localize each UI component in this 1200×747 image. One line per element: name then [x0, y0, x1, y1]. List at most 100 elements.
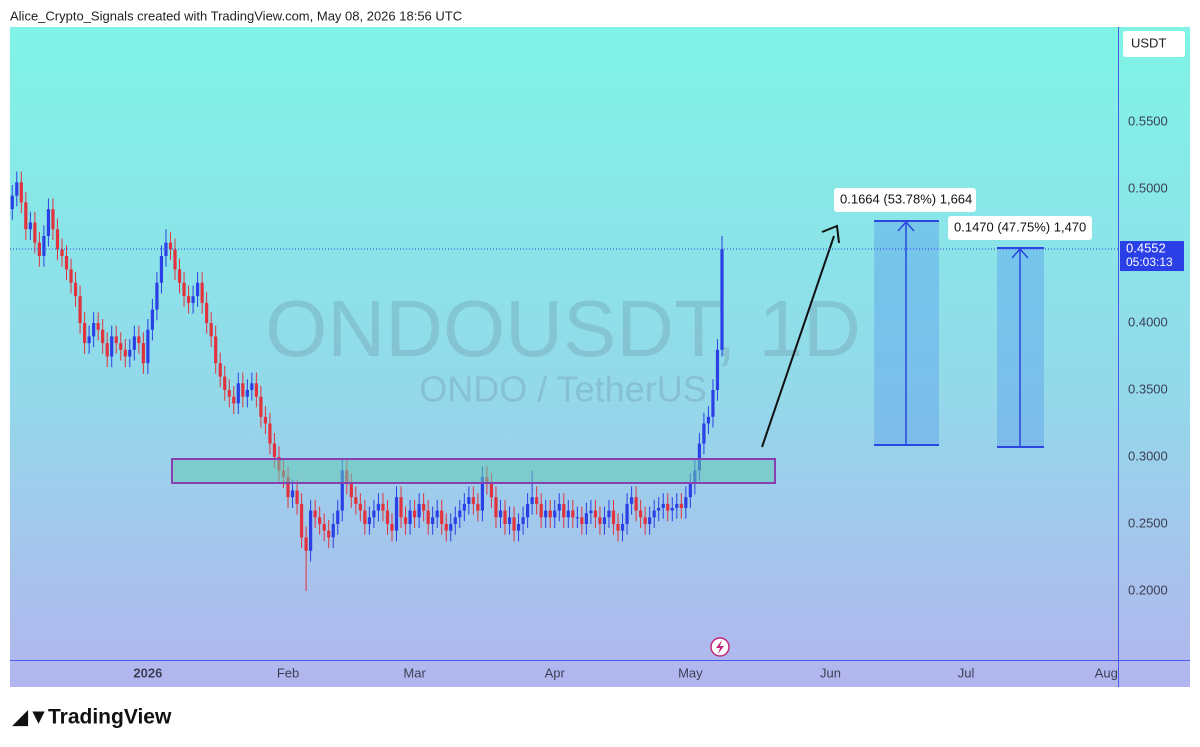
watermark: ONDOUSDT, 1D — [265, 284, 861, 373]
candle-body — [137, 336, 141, 344]
candle-body — [385, 510, 390, 524]
candle-body — [358, 503, 362, 511]
candle-body — [544, 510, 548, 518]
candle-body — [223, 376, 227, 390]
candle-body — [336, 510, 340, 524]
candle-body — [173, 249, 177, 270]
measure-label-box — [834, 188, 976, 212]
candle-body — [412, 510, 417, 518]
candle-body — [657, 507, 661, 511]
support-zone — [171, 458, 776, 484]
candle-body — [60, 249, 64, 257]
candle-body — [354, 497, 358, 504]
candle-body — [494, 497, 498, 518]
y-tick-label: 0.5000 — [1128, 180, 1168, 195]
candle-body — [684, 497, 688, 508]
candle-body — [232, 396, 236, 404]
candle-body — [290, 490, 295, 498]
candle-body — [498, 510, 503, 518]
candle-body — [78, 296, 82, 323]
candle-body — [652, 510, 656, 518]
candle-body — [263, 416, 268, 424]
candle-body — [720, 249, 724, 350]
candle-body — [349, 483, 353, 498]
candle-body — [372, 510, 376, 518]
candle-body — [426, 510, 430, 524]
candle-body — [164, 242, 168, 257]
candle-body — [214, 336, 218, 364]
candle-body — [675, 503, 679, 508]
candle-body — [648, 517, 652, 524]
candle-body — [309, 510, 313, 551]
x-tick-label: Aug — [1095, 665, 1118, 680]
candle-body — [679, 503, 683, 508]
candle-body — [711, 389, 715, 417]
candle-body — [408, 510, 412, 524]
y-tick-label: 0.5500 — [1128, 113, 1168, 128]
watermark-subtitle: ONDO / TetherUS — [419, 369, 706, 410]
y-tick-label: 0.3500 — [1128, 381, 1168, 396]
candle-body — [10, 195, 14, 210]
candle-body — [87, 336, 91, 344]
candle-body — [191, 296, 195, 303]
candle-body — [119, 343, 123, 350]
candle-body — [553, 510, 557, 518]
x-tick-label: Mar — [403, 665, 426, 680]
currency-badge — [1123, 31, 1185, 57]
candle-body — [521, 517, 525, 524]
candle-body — [580, 517, 584, 524]
event-icon-bolt — [716, 640, 724, 654]
candle-body — [458, 510, 462, 518]
candles — [10, 171, 724, 591]
candle-body — [620, 523, 625, 531]
candle-body — [236, 383, 240, 404]
candle-body — [625, 503, 629, 524]
candle-body — [399, 497, 403, 518]
last-price-badge — [1120, 241, 1184, 272]
candle-body — [643, 517, 647, 524]
candle-body — [706, 416, 711, 424]
candle-body — [268, 423, 272, 444]
candle-body — [186, 296, 191, 303]
candle-body — [159, 256, 164, 283]
candle-body — [82, 322, 87, 344]
x-tick-label: Feb — [277, 665, 299, 680]
candle-body — [530, 497, 534, 504]
candle-body — [539, 503, 543, 518]
x-tick-label: May — [678, 665, 703, 680]
candle-body — [526, 503, 530, 518]
candle-body — [15, 182, 19, 196]
candle-body — [322, 523, 326, 531]
candle-body — [702, 423, 706, 444]
candle-body — [331, 523, 335, 538]
candle-body — [575, 517, 579, 519]
candle-body — [318, 517, 322, 524]
candle-body — [259, 396, 263, 417]
candle-body — [241, 383, 245, 397]
candle-body — [489, 483, 494, 498]
candle-body — [616, 523, 620, 531]
candle-body — [28, 222, 32, 230]
candle-body — [688, 483, 692, 498]
candle-body — [24, 202, 28, 230]
measure-arrow-head — [1011, 247, 1029, 259]
measure-label-box — [948, 216, 1092, 240]
candle-body — [715, 349, 720, 390]
currency-label: USDT — [1131, 35, 1166, 50]
candle-body — [444, 523, 448, 531]
candle-body — [73, 282, 78, 297]
candle-body — [200, 282, 204, 303]
candle-body — [245, 389, 249, 397]
candle-body — [516, 523, 521, 531]
y-tick-label: 0.4000 — [1128, 314, 1168, 329]
candle-body — [476, 503, 480, 511]
candle-body — [557, 503, 561, 511]
candle-body — [42, 235, 46, 257]
candle-body — [697, 443, 701, 471]
candle-body — [101, 329, 105, 344]
candle-body — [471, 497, 475, 504]
arrow-head — [821, 224, 840, 244]
y-tick-label: 0.2500 — [1128, 515, 1168, 530]
candle-body — [548, 510, 552, 518]
candle-body — [363, 510, 367, 524]
